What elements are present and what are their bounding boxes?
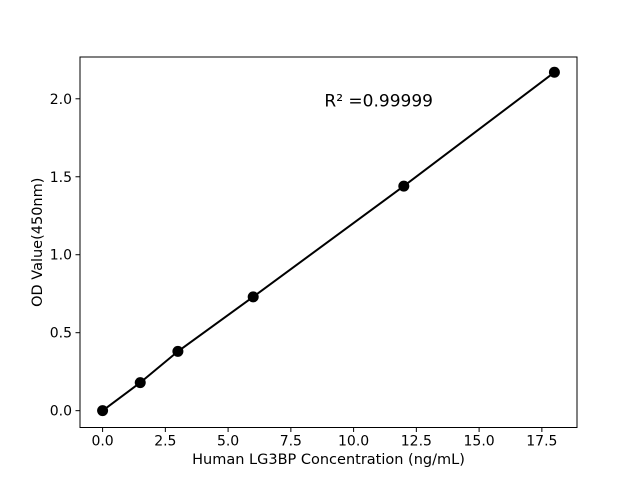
trend-line (101, 71, 556, 412)
y-tick-label: 1.0 (50, 248, 72, 264)
y-tick-label: 0.0 (50, 404, 72, 420)
y-tick-label: 1.5 (50, 170, 72, 186)
data-point (548, 66, 560, 78)
data-point (134, 377, 146, 389)
data-series (97, 66, 560, 417)
y-tick-label: 0.5 (50, 326, 72, 342)
r-squared-annotation: R² =0.99999 (324, 92, 433, 112)
x-tick-label: 17.5 (526, 434, 557, 450)
y-tick-label: 2.0 (50, 92, 72, 108)
x-tick-label: 0.0 (91, 434, 113, 450)
x-tick-label: 7.5 (280, 434, 302, 450)
data-point (398, 180, 410, 192)
x-tick-label: 15.0 (464, 434, 495, 450)
x-tick-label: 10.0 (338, 434, 369, 450)
y-axis-label: OD Value(450nm) (30, 178, 46, 307)
x-axis-ticks: 0.0 2.5 5.0 7.5 10.0 12.5 15.0 17.5 (91, 427, 557, 450)
x-tick-label: 2.5 (154, 434, 176, 450)
x-tick-label: 12.5 (401, 434, 432, 450)
data-point (172, 345, 184, 357)
x-tick-label: 5.0 (217, 434, 239, 450)
data-point (247, 291, 259, 303)
y-axis-ticks: 0.0 0.5 1.0 1.5 2.0 (50, 92, 80, 420)
data-point (97, 405, 109, 417)
plot-area (79, 56, 578, 428)
x-axis-label: Human LG3BP Concentration (ng/mL) (192, 452, 465, 468)
